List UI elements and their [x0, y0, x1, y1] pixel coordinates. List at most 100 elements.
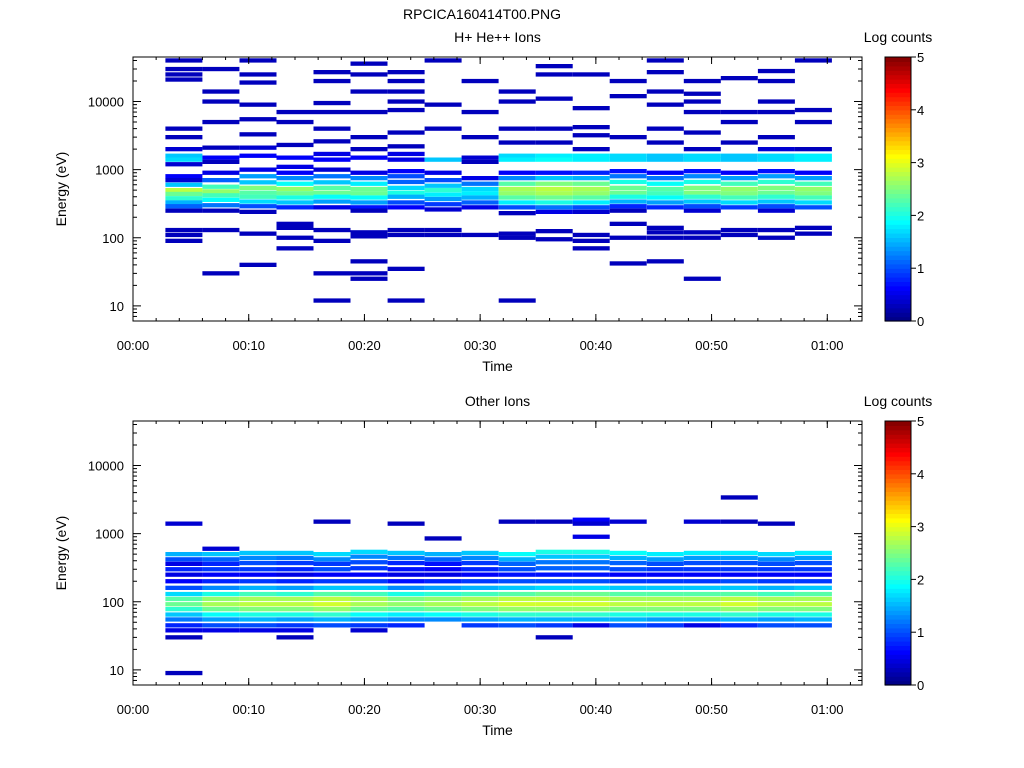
heatmap-cell [461, 612, 499, 617]
heatmap-cell [720, 555, 758, 561]
heatmap-cell [609, 596, 647, 602]
heatmap-cell [239, 555, 277, 561]
heatmap-cell [683, 190, 721, 195]
colorbar-segment [885, 443, 911, 448]
heatmap-cell [572, 209, 610, 214]
heatmap-cell [239, 180, 277, 185]
colorbar-tick-label: 5 [917, 414, 924, 429]
heatmap-cell [720, 157, 758, 162]
y-axis-label: Energy (eV) [53, 516, 69, 591]
colorbar-segment [885, 215, 911, 221]
heatmap-cell [572, 572, 610, 577]
colorbar-tick-label: 2 [917, 208, 924, 223]
x-tick-label: 00:30 [464, 702, 497, 717]
heatmap-cell [239, 190, 277, 195]
colorbar-segment [885, 189, 911, 194]
heatmap-cell [239, 623, 277, 628]
heatmap-cell [461, 555, 499, 561]
heatmap-cell [387, 550, 425, 556]
heatmap-cell [461, 135, 499, 140]
y-tick-label: 1000 [95, 527, 124, 542]
heatmap-cell [683, 579, 721, 584]
heatmap-cell [720, 232, 758, 238]
colorbar-segment [885, 671, 911, 677]
heatmap-cell [720, 607, 758, 612]
heatmap-cell [720, 560, 758, 566]
heatmap-cell [609, 190, 647, 195]
heatmap-cell [535, 617, 573, 622]
heatmap-cell [165, 602, 203, 607]
heatmap-cell [757, 157, 795, 162]
panel-title: H+ He++ Ions [454, 29, 541, 45]
x-tick-label: 00:00 [117, 338, 150, 353]
heatmap-cell [313, 298, 351, 303]
heatmap-cell [609, 550, 647, 556]
heatmap-cell [461, 78, 499, 84]
heatmap-cell [424, 178, 462, 183]
heatmap-cell [535, 191, 573, 196]
colorbar-segment [885, 70, 911, 76]
colorbar-segment [885, 487, 911, 492]
heatmap-cell [646, 157, 684, 162]
colorbar-segment [885, 610, 911, 616]
heatmap-cell [165, 612, 203, 617]
heatmap-cell [572, 246, 610, 251]
colorbar-segment [885, 667, 911, 673]
colorbar-segment [885, 224, 911, 230]
heatmap-cell [239, 612, 277, 617]
heatmap-cell [461, 572, 499, 577]
heatmap-cell [165, 66, 203, 72]
colorbar-segment [885, 101, 911, 106]
colorbar-tick-label: 3 [917, 156, 924, 171]
heatmap-cell [757, 572, 795, 577]
colorbar-segment [885, 500, 911, 506]
heatmap-cell [202, 197, 240, 202]
colorbar-segment [885, 175, 911, 181]
heatmap-cell [424, 157, 462, 162]
heatmap-cell [313, 579, 351, 584]
heatmap-cell [276, 246, 314, 251]
heatmap-cell [350, 579, 388, 584]
heatmap-cell [276, 635, 314, 640]
colorbar-segment [885, 285, 911, 291]
heatmap-cell [757, 174, 795, 179]
colorbar-segment [885, 211, 911, 216]
heatmap-cell [165, 147, 203, 152]
heatmap-cell [535, 572, 573, 577]
heatmap-cell [461, 159, 499, 164]
heatmap-cell [794, 602, 832, 607]
heatmap-cell [609, 602, 647, 607]
heatmap-cell [461, 200, 499, 205]
colorbar-segment [885, 579, 911, 585]
colorbar-segment [885, 566, 911, 572]
heatmap-cell [387, 144, 425, 149]
colorbar-segment [885, 478, 911, 484]
heatmap-cell [535, 195, 573, 200]
heatmap-cell [572, 534, 610, 539]
heatmap-cell [720, 585, 758, 590]
heatmap-cell [165, 617, 203, 622]
heatmap-cell [202, 208, 240, 213]
heatmap-cell [202, 579, 240, 584]
heatmap-cell [572, 602, 610, 607]
heatmap-cell [387, 585, 425, 590]
heatmap-cell [313, 205, 351, 210]
plot-frame [132, 56, 863, 322]
heatmap-cell [313, 602, 351, 607]
colorbar-segment [885, 233, 911, 238]
heatmap-cell [239, 550, 277, 556]
heatmap-cells [165, 495, 832, 676]
heatmap-cell [535, 585, 573, 590]
heatmap-cell [794, 157, 832, 162]
heatmap-cell [313, 185, 351, 190]
colorbar-segment [885, 149, 911, 155]
heatmap-cell [165, 596, 203, 602]
heatmap-cell [535, 140, 573, 145]
colorbar-segment [885, 316, 911, 322]
heatmap-cell [720, 200, 758, 205]
heatmap-cell [498, 557, 536, 562]
heatmap-cell [387, 70, 425, 75]
heatmap-cell [720, 140, 758, 145]
heatmap-cell [239, 628, 277, 633]
heatmap-cell [757, 602, 795, 607]
